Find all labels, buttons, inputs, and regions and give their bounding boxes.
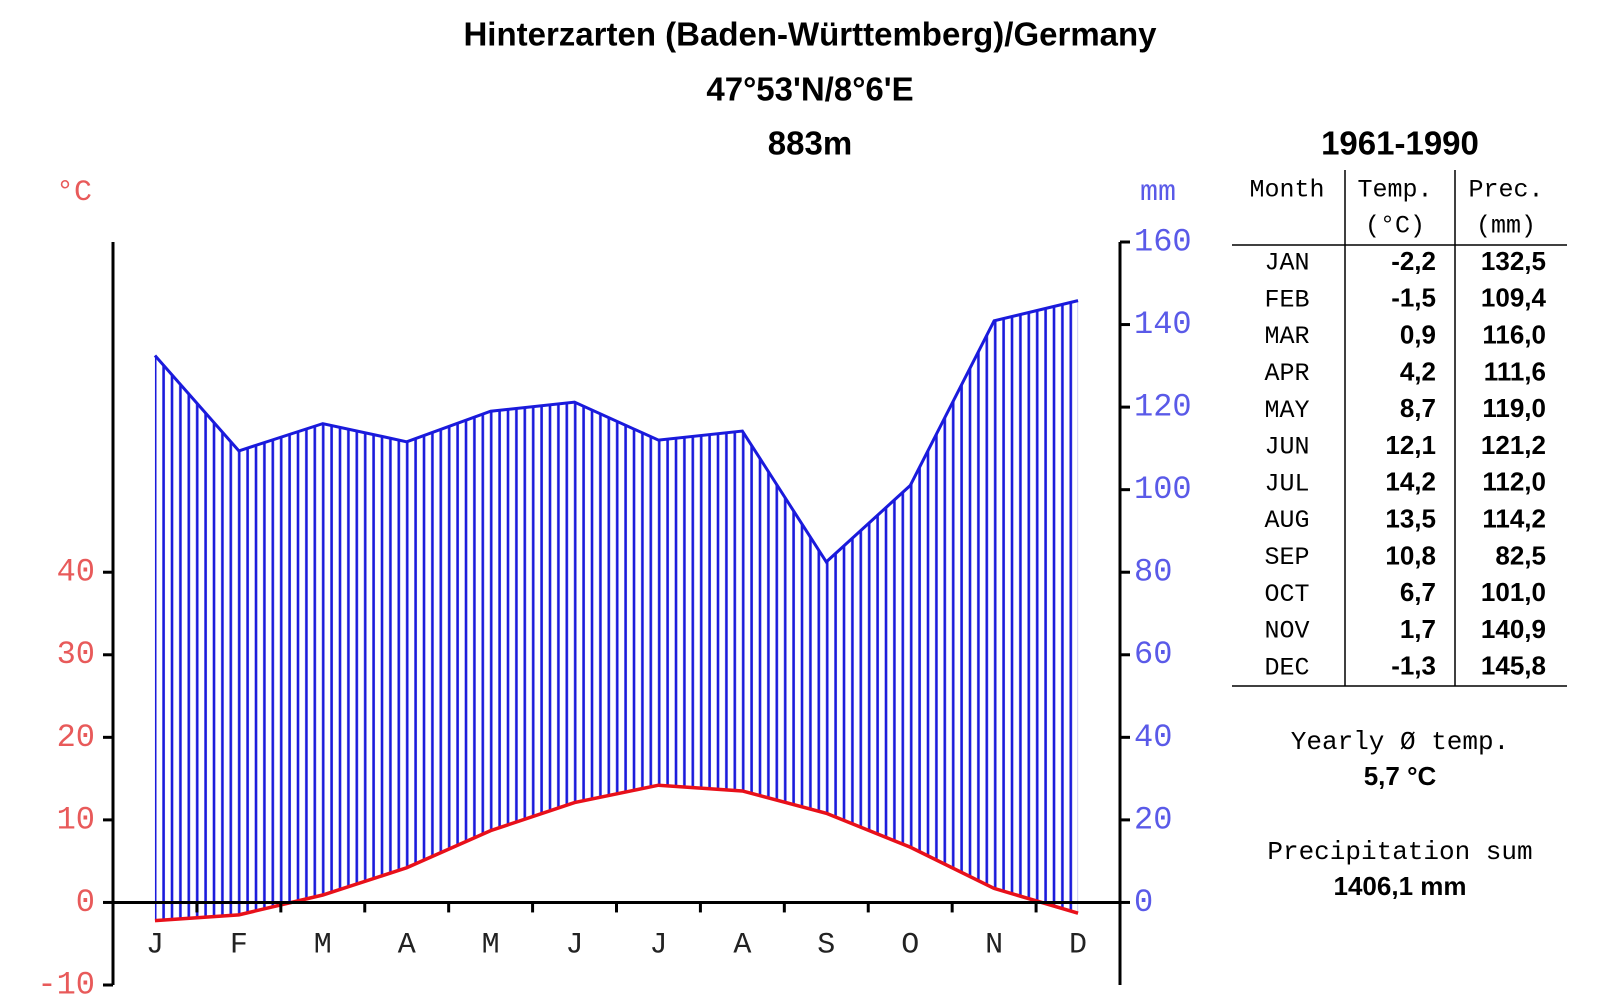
x-tick-label: O: [901, 928, 919, 962]
summary-label: Precipitation sum: [1267, 837, 1532, 867]
table-month: AUG: [1264, 506, 1309, 535]
table-month: JUL: [1264, 469, 1309, 498]
table-header: (°C): [1365, 212, 1425, 241]
table-temp: 14,2: [1385, 467, 1436, 497]
y2-tick-label: 0: [1134, 884, 1153, 921]
table-prec: 116,0: [1482, 319, 1546, 349]
y-tick-label: 10: [57, 801, 95, 838]
x-tick-label: S: [817, 928, 835, 962]
x-tick-label: M: [482, 928, 500, 962]
table-month: APR: [1264, 359, 1309, 388]
y2-tick-label: 40: [1134, 719, 1172, 756]
summary-value: 1406,1 mm: [1334, 871, 1467, 901]
x-tick-label: M: [314, 928, 332, 962]
y2-tick-label: 20: [1134, 801, 1172, 838]
table-temp: 12,1: [1385, 430, 1436, 460]
table-prec: 140,9: [1481, 614, 1546, 644]
y-tick-label: -10: [37, 966, 95, 1000]
table-prec: 111,6: [1484, 356, 1546, 386]
x-tick-label: F: [230, 928, 248, 962]
table-prec: 82,5: [1495, 540, 1546, 570]
table-month: FEB: [1264, 285, 1309, 314]
elevation: 883m: [768, 125, 852, 162]
y2-axis-label: mm: [1140, 176, 1176, 210]
table-prec: 109,4: [1481, 283, 1547, 313]
humid-area: [154, 300, 1079, 921]
y2-tick-label: 100: [1134, 471, 1192, 508]
table-temp: 1,7: [1400, 614, 1436, 644]
table-temp: -1,5: [1391, 283, 1436, 313]
y-tick-label: 40: [57, 554, 95, 591]
table-temp: 8,7: [1400, 393, 1436, 423]
chart-subtitle: 47°53'N/8°6'E: [706, 71, 913, 108]
y2-tick-label: 160: [1134, 223, 1192, 260]
table-header: Prec.: [1468, 176, 1543, 205]
y-tick-label: 0: [76, 884, 95, 921]
table-header: (mm): [1476, 212, 1536, 241]
table-month: SEP: [1264, 543, 1309, 572]
y2-tick-label: 60: [1134, 636, 1172, 673]
table-temp: -1,3: [1391, 651, 1436, 681]
y-tick-label: 20: [57, 719, 95, 756]
table-temp: 6,7: [1400, 577, 1436, 607]
summary-label: Yearly Ø temp.: [1291, 727, 1509, 757]
table-header: Temp.: [1357, 176, 1432, 205]
table-temp: 0,9: [1400, 319, 1436, 349]
table-temp: 10,8: [1385, 540, 1436, 570]
table-prec: 101,0: [1481, 577, 1546, 607]
y2-tick-label: 120: [1134, 389, 1192, 426]
table-month: MAY: [1264, 396, 1309, 425]
y-tick-label: 30: [57, 636, 95, 673]
temperature-line: [154, 783, 1079, 923]
table-month: OCT: [1264, 580, 1309, 609]
chart-title: Hinterzarten (Baden-Württemberg)/Germany: [463, 16, 1157, 53]
x-tick-label: J: [649, 928, 667, 962]
table-month: JAN: [1264, 249, 1309, 278]
table-prec: 132,5: [1481, 246, 1546, 276]
table-month: MAR: [1264, 322, 1309, 351]
summary-value: 5,7 °C: [1364, 761, 1437, 791]
table-temp: 13,5: [1385, 503, 1436, 533]
table-prec: 121,2: [1481, 430, 1546, 460]
table-temp: -2,2: [1391, 246, 1436, 276]
table-prec: 119,0: [1482, 393, 1546, 423]
table-title: 1961-1990: [1321, 125, 1479, 162]
table-prec: 145,8: [1481, 651, 1546, 681]
precipitation-line: [153, 299, 1079, 565]
table-prec: 114,2: [1482, 503, 1546, 533]
x-tick-label: N: [985, 928, 1003, 962]
table-month: NOV: [1264, 617, 1309, 646]
table-prec: 112,0: [1482, 467, 1546, 497]
table-month: DEC: [1264, 653, 1309, 682]
x-tick-label: J: [566, 928, 584, 962]
table-header: Month: [1249, 176, 1324, 205]
y2-tick-label: 80: [1134, 554, 1172, 591]
x-tick-label: A: [733, 928, 751, 962]
y-axis-label: °C: [56, 176, 92, 210]
table-month: JUN: [1264, 433, 1309, 462]
table-temp: 4,2: [1400, 356, 1436, 386]
x-tick-label: A: [398, 928, 416, 962]
x-tick-label: D: [1069, 928, 1087, 962]
x-tick-label: J: [146, 928, 164, 962]
y2-tick-label: 140: [1134, 306, 1192, 343]
